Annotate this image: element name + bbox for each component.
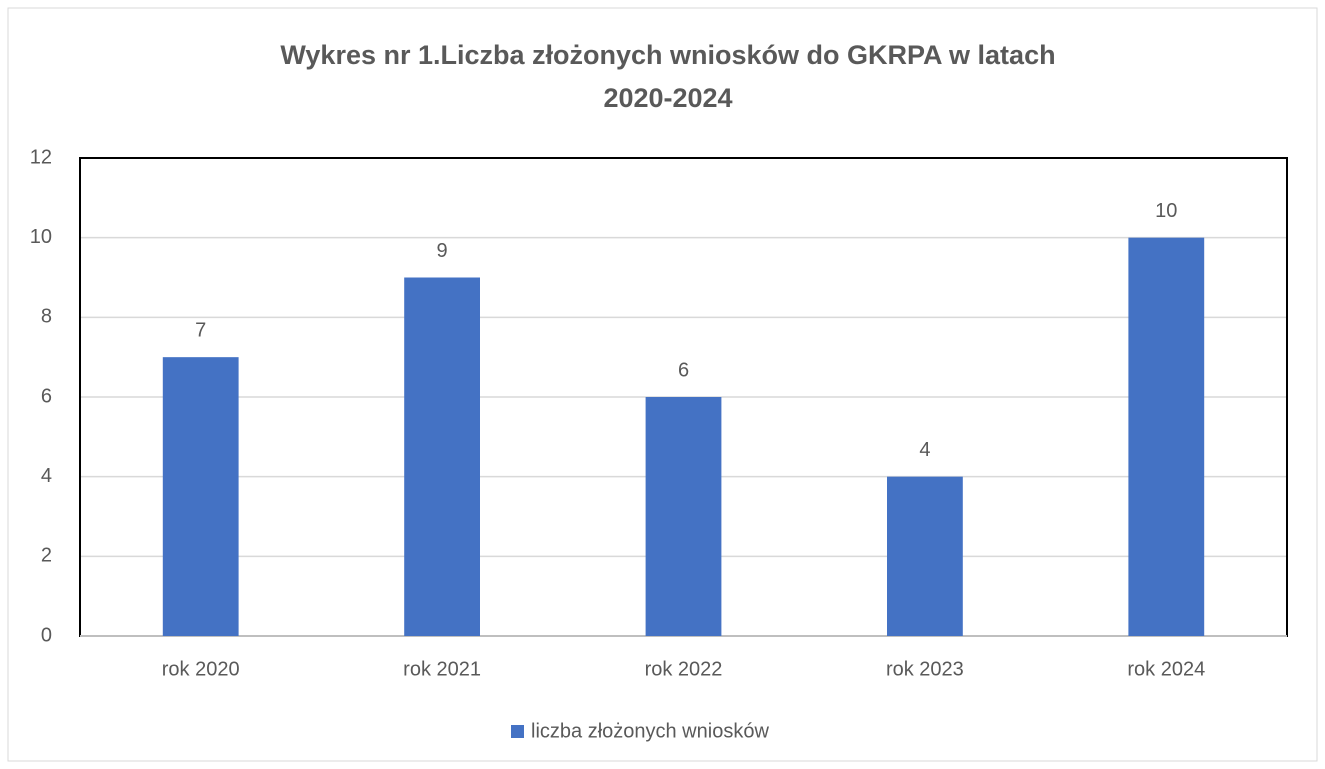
y-tick-label: 6 <box>41 385 52 407</box>
y-tick-label: 4 <box>41 465 52 487</box>
x-tick-label: rok 2021 <box>403 658 481 680</box>
bar <box>162 357 239 636</box>
chart-title: 2020-2024 <box>603 83 732 113</box>
data-label: 6 <box>678 359 689 381</box>
bar <box>404 277 480 636</box>
legend-swatch <box>511 725 524 738</box>
legend-label: liczba złożonych wniosków <box>531 720 769 742</box>
y-tick-label: 2 <box>41 545 52 567</box>
bar <box>1128 237 1205 636</box>
bar <box>645 397 722 636</box>
y-tick-label: 0 <box>41 624 52 646</box>
x-tick-label: rok 2024 <box>1127 658 1205 680</box>
data-label: 10 <box>1155 200 1177 222</box>
x-tick-label: rok 2023 <box>886 658 964 680</box>
data-label: 4 <box>919 439 930 461</box>
y-tick-label: 10 <box>30 226 52 248</box>
x-tick-label: rok 2022 <box>645 658 723 680</box>
chart-title: Wykres nr 1.Liczba złożonych wniosków do… <box>280 40 1055 70</box>
x-tick-label: rok 2020 <box>162 658 240 680</box>
y-tick-label: 8 <box>41 306 52 328</box>
data-label: 9 <box>437 240 448 262</box>
bar <box>887 476 963 636</box>
y-tick-label: 12 <box>30 146 52 168</box>
data-label: 7 <box>195 319 206 341</box>
